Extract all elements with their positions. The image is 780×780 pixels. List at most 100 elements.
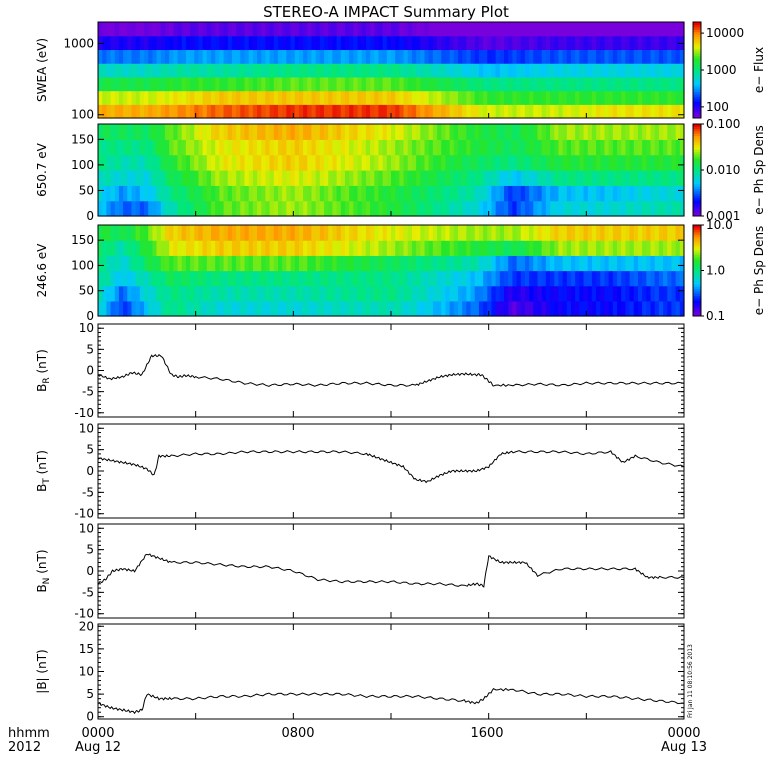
- colorbar-segment: [693, 158, 701, 162]
- heatmap-cell: [658, 124, 664, 140]
- heatmap-cell: [98, 76, 103, 92]
- heatmap-cell: [596, 139, 601, 156]
- heatmap-cell: [370, 139, 375, 156]
- heatmap-cell: [420, 270, 426, 287]
- heatmap-cell: [198, 22, 204, 37]
- heatmap-cell: [399, 200, 405, 217]
- heatmap-cell: [529, 270, 534, 287]
- heatmap-cell: [311, 285, 317, 302]
- heatmap-cell: [608, 285, 614, 302]
- heatmap-cell: [135, 240, 141, 256]
- heatmap-cell: [654, 49, 660, 64]
- heatmap-cell: [637, 185, 643, 202]
- heatmap-cell: [499, 285, 505, 302]
- heatmap-cell: [231, 300, 237, 317]
- heatmap-cell: [277, 124, 283, 140]
- colorbar-segment: [693, 147, 701, 150]
- colorbar-segment: [693, 153, 701, 157]
- heatmap-cell: [382, 170, 388, 186]
- heatmap-cell: [231, 240, 237, 256]
- heatmap-cell: [529, 240, 534, 256]
- heatmap-cell: [118, 185, 124, 202]
- heatmap-cell: [437, 240, 442, 256]
- heatmap-cell: [558, 90, 564, 105]
- heatmap-cell: [148, 225, 154, 241]
- heatmap-cell: [529, 170, 534, 186]
- heatmap-cell: [520, 185, 526, 202]
- heatmap-cell: [370, 63, 375, 78]
- heatmap-cell: [554, 240, 560, 256]
- heatmap-cell: [177, 63, 183, 78]
- colorbar-segment: [693, 156, 701, 159]
- heatmap-cell: [545, 104, 551, 119]
- heatmap-cell: [303, 90, 308, 105]
- heatmap-cell: [545, 154, 551, 171]
- heatmap-cell: [152, 225, 158, 241]
- heatmap-cell: [190, 240, 195, 256]
- heatmap-cell: [462, 225, 467, 241]
- heatmap-cell: [236, 35, 241, 51]
- heatmap-cell: [411, 200, 417, 217]
- heatmap-cell: [110, 90, 116, 105]
- heatmap-cell: [675, 90, 681, 105]
- heatmap-cell: [600, 63, 606, 78]
- heatmap-cell: [562, 154, 568, 171]
- colorbar-segment: [693, 36, 701, 40]
- heatmap-cell: [470, 124, 476, 140]
- heatmap-cell: [340, 225, 346, 241]
- heatmap-cell: [432, 185, 438, 202]
- heatmap-cell: [432, 170, 438, 186]
- heatmap-cell: [269, 185, 275, 202]
- heatmap-cell: [466, 200, 472, 217]
- colorbar-tick-label: 1.0: [706, 264, 725, 278]
- heatmap-cell: [453, 170, 459, 186]
- colorbar-segment: [693, 309, 701, 312]
- heatmap-cell: [298, 300, 304, 317]
- heatmap-cell: [282, 270, 287, 287]
- heatmap-cell: [499, 255, 505, 272]
- heatmap-cell: [307, 124, 313, 140]
- heatmap-cell: [650, 170, 656, 186]
- heatmap-cell: [407, 154, 413, 171]
- heatmap-cell: [550, 200, 555, 217]
- heatmap-cell: [441, 200, 447, 217]
- heatmap-cell: [508, 240, 513, 256]
- heatmap-cell: [127, 200, 133, 217]
- heatmap-cell: [650, 22, 656, 37]
- heatmap-cell: [344, 49, 350, 64]
- heatmap-cell: [612, 49, 618, 64]
- heatmap-cell: [499, 200, 505, 217]
- heatmap-cell: [290, 63, 296, 78]
- heatmap-cell: [211, 240, 216, 256]
- heatmap-cell: [508, 285, 513, 302]
- heatmap-cell: [445, 225, 451, 241]
- colorbar-segment: [693, 229, 701, 233]
- heatmap-cell: [156, 104, 162, 119]
- heatmap-cell: [131, 90, 137, 105]
- heatmap-cell: [428, 200, 434, 217]
- heatmap-cell: [315, 170, 321, 186]
- heatmap-cell: [269, 49, 275, 64]
- heatmap-cell: [445, 22, 451, 37]
- heatmap-cell: [236, 139, 241, 156]
- heatmap-cell: [591, 185, 597, 202]
- heatmap-cell: [181, 154, 187, 171]
- heatmap-cell: [231, 270, 237, 287]
- heatmap-cell: [164, 154, 170, 171]
- heatmap-cell: [642, 139, 647, 156]
- heatmap-cell: [462, 63, 467, 78]
- heatmap-cell: [156, 76, 162, 92]
- heatmap-cell: [432, 300, 438, 317]
- heatmap-cell: [164, 225, 170, 241]
- heatmap-cell: [139, 255, 145, 272]
- heatmap-cell: [512, 255, 518, 272]
- heatmap-cell: [290, 225, 296, 241]
- heatmap-cell: [382, 285, 388, 302]
- heatmap-cell: [252, 255, 258, 272]
- heatmap-cell: [261, 76, 267, 92]
- heatmap-cell: [428, 76, 434, 92]
- heatmap-cell: [437, 170, 442, 186]
- heatmap-cell: [248, 300, 254, 317]
- colorbar-segment: [693, 170, 701, 173]
- heatmap-cell: [395, 22, 400, 37]
